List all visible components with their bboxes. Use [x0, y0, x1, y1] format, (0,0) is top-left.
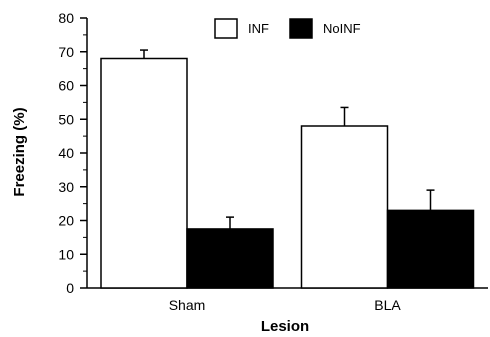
y-tick-label: 80: [58, 10, 74, 26]
y-tick-label: 70: [58, 44, 74, 60]
bar-noinf-sham: [186, 228, 274, 289]
x-tick-label: BLA: [374, 297, 401, 313]
bar-inf-bla: [300, 125, 389, 289]
y-tick-label: 30: [58, 179, 74, 195]
legend-label-inf: INF: [248, 21, 269, 36]
y-tick-label: 10: [58, 246, 74, 262]
x-tick-label: Sham: [169, 297, 206, 313]
y-tick-label: 60: [58, 78, 74, 94]
y-tick-label: 50: [58, 111, 74, 127]
legend: INF NoINF: [214, 18, 361, 39]
y-tick-label: 40: [58, 145, 74, 161]
legend-swatch-noinf: [289, 18, 313, 39]
y-axis: 0 10 20 30 40 50 60 70 80: [58, 10, 88, 296]
bar-inf-sham: [100, 57, 188, 289]
y-tick-label: 20: [58, 213, 74, 229]
x-axis-title: Lesion: [261, 318, 309, 335]
bars: [100, 49, 475, 289]
bar-noinf-bla: [386, 209, 475, 289]
legend-swatch-inf: [214, 18, 238, 39]
x-axis: Sham BLA: [87, 287, 488, 313]
legend-label-noinf: NoINF: [323, 21, 361, 36]
y-tick-label: 0: [66, 280, 74, 296]
y-axis-title: Freezing (%): [11, 107, 28, 196]
